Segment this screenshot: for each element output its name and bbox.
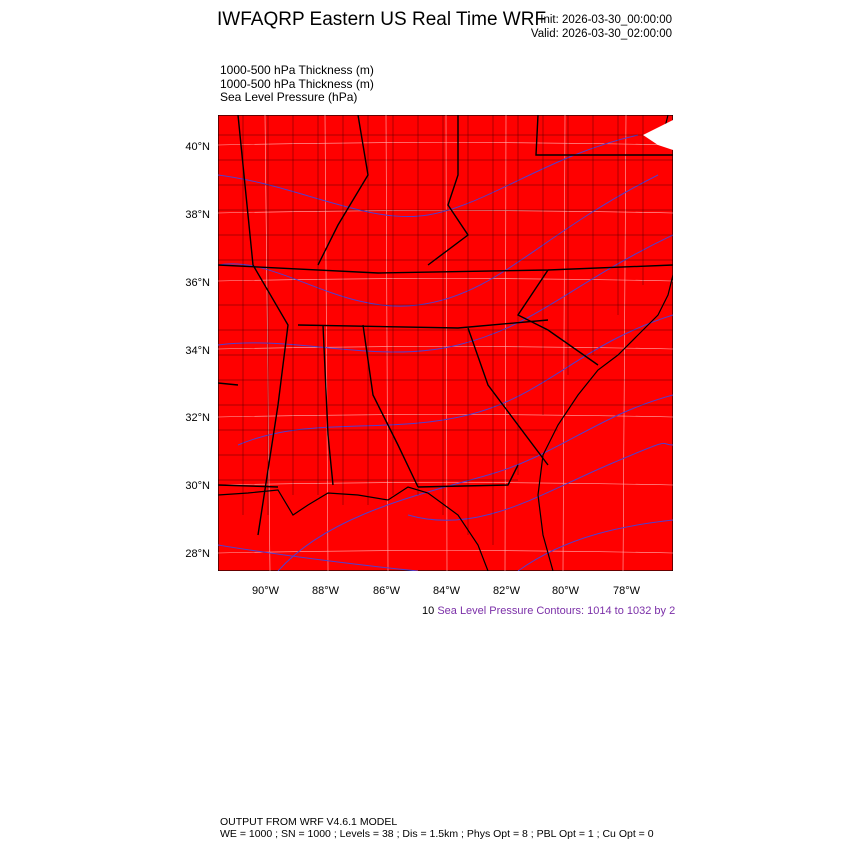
field-label: Sea Level Pressure (hPa) (220, 90, 358, 104)
lon-label: 84°W (433, 585, 461, 597)
contour-text: Sea Level Pressure Contours: 1014 to 103… (437, 605, 676, 617)
map-panel (218, 115, 673, 571)
lon-label: 80°W (552, 585, 580, 597)
lat-label: 30°N (185, 480, 210, 492)
field-list: 1000-500 hPa Thickness (m) 1000-500 hPa … (220, 63, 374, 105)
footer-line1: OUTPUT FROM WRF V4.6.1 MODEL (220, 816, 398, 828)
model-footer: OUTPUT FROM WRF V4.6.1 MODEL WE = 1000 ;… (220, 816, 654, 840)
lon-label: 78°W (613, 585, 641, 597)
init-time: Init: 2026-03-30_00:00:00 (540, 14, 672, 26)
lat-label: 34°N (185, 345, 210, 357)
field-label: 1000-500 hPa Thickness (m) (220, 76, 374, 91)
valid-time: Valid: 2026-03-30_02:00:00 (530, 28, 672, 40)
lon-label: 86°W (373, 585, 401, 597)
contour-prefix: 10 (422, 605, 435, 617)
state-borders (218, 115, 673, 536)
county-lines (218, 115, 673, 545)
lon-label: 90°W (252, 585, 280, 597)
time-info: Init: 2026-03-30_00:00:00 Valid: 2026-03… (531, 13, 672, 41)
footer-line2: WE = 1000 ; SN = 1000 ; Levels = 38 ; Di… (220, 828, 654, 840)
thickness-fill (218, 115, 673, 571)
lat-label: 28°N (185, 548, 210, 560)
contour-note: 10 Sea Level Pressure Contours: 1014 to … (422, 605, 675, 617)
lat-label: 36°N (185, 277, 210, 289)
plot-title: IWFAQRP Eastern US Real Time WRF (217, 9, 547, 30)
field-label: 1000-500 hPa Thickness (m) (220, 63, 374, 77)
lon-label: 88°W (312, 585, 340, 597)
lat-label: 32°N (185, 412, 210, 424)
lat-label: 38°N (185, 209, 210, 221)
lat-label: 40°N (185, 141, 210, 153)
lon-label: 82°W (493, 585, 521, 597)
unfilled-area (643, 120, 673, 150)
